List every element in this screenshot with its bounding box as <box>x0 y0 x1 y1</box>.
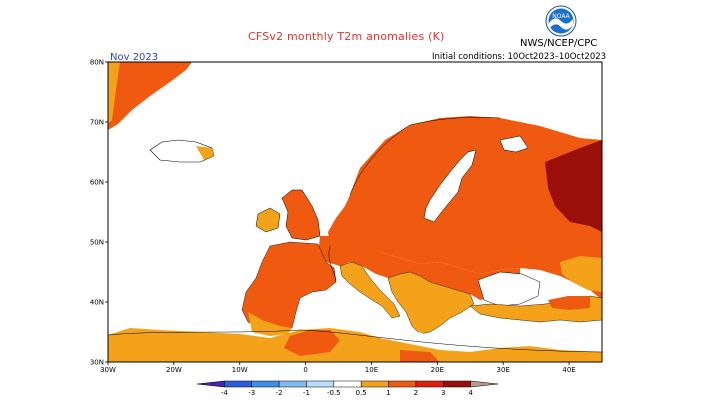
anomaly-region-france-iberia <box>241 241 337 331</box>
black-sea <box>477 271 541 307</box>
anomaly-region-russia-hot <box>545 140 602 232</box>
colorbar-swatch <box>196 380 225 388</box>
lon-tick-label: 30W <box>100 366 116 374</box>
lon-tick-label: 20E <box>431 366 444 374</box>
lon-tick-label: 30E <box>497 366 510 374</box>
colorbar-label: 3 <box>441 389 445 397</box>
coastline-layer <box>107 117 603 353</box>
anomaly-region-greenland <box>108 62 192 130</box>
anomaly-region-scandinavia <box>328 116 602 300</box>
lat-tick-label: 60N <box>90 179 104 187</box>
colorbar-label: -4 <box>221 389 229 397</box>
lat-tick-label: 40N <box>90 299 104 307</box>
colorbar-label: -1 <box>303 389 310 397</box>
anomaly-region-iceland-warm <box>196 146 214 160</box>
noaa-logo-text: NOAA <box>552 13 570 20</box>
colorbar-swatch <box>415 380 444 388</box>
lon-tick-label: 10W <box>232 366 248 374</box>
anomaly-region-turkey-coast <box>548 296 590 310</box>
noaa-logo-icon: NOAA <box>545 5 577 37</box>
lon-tick-label: 20W <box>166 366 182 374</box>
anomaly-region-iberia-south <box>248 312 292 336</box>
anomaly-region-ireland <box>255 207 281 233</box>
colorbar: -4 -3 -2 -1 -0.5 0.5 1 2 3 4 <box>196 380 499 397</box>
lat-tick-label: 30N <box>90 359 104 367</box>
initial-conditions: Initial conditions: 10Oct2023–10Oct2023 <box>432 52 607 62</box>
anomaly-region-north-africa-hot <box>284 330 340 356</box>
colorbar-swatch <box>278 380 307 388</box>
colorbar-swatch <box>251 380 280 388</box>
colorbar-swatch <box>388 380 417 388</box>
forecast-month: Nov 2023 <box>110 52 159 63</box>
colorbar-label: 0.5 <box>356 389 367 397</box>
colorbar-label: 1 <box>386 389 390 397</box>
colorbar-label: 4 <box>468 389 473 397</box>
colorbar-swatch <box>224 380 252 388</box>
lat-tick-label: 80N <box>90 59 104 67</box>
lon-tick-label: 0 <box>303 366 307 374</box>
colorbar-label: -3 <box>248 389 255 397</box>
anomaly-region-greenland-coast <box>108 62 120 124</box>
colorbar-label: -2 <box>276 389 283 397</box>
longitude-ticks: 30W 20W 10W 0 10E 20E 30E 40E <box>100 362 576 374</box>
baltic-sea <box>423 149 477 223</box>
colorbar-swatch <box>360 380 389 388</box>
mediterranean-sea <box>320 300 500 346</box>
lon-tick-label: 40E <box>562 366 575 374</box>
agency-label: NWS/NCEP/CPC <box>520 38 598 49</box>
anomaly-region-north-africa <box>108 328 602 362</box>
lat-tick-label: 50N <box>90 239 104 247</box>
colorbar-label: -0.5 <box>327 389 341 397</box>
lat-tick-label: 70N <box>90 119 104 127</box>
anomaly-region-italy <box>339 261 401 319</box>
map-frame <box>107 61 603 363</box>
colorbar-swatch <box>470 380 499 388</box>
lon-tick-label: 10E <box>365 366 378 374</box>
anomaly-fill-layer <box>108 62 603 362</box>
anomaly-region-balkans <box>387 271 475 335</box>
colorbar-swatch <box>443 380 471 388</box>
colorbar-swatch <box>333 380 362 388</box>
anomaly-region-caspian <box>560 256 602 292</box>
anomaly-region-central-europe <box>318 236 520 300</box>
colorbar-label: 2 <box>414 389 418 397</box>
map-title: CFSv2 monthly T2m anomalies (K) <box>248 30 445 43</box>
anomaly-region-egypt-hot <box>400 350 440 362</box>
colorbar-swatch <box>306 380 335 388</box>
white-sea <box>499 135 529 153</box>
latitude-ticks: 30N 40N 50N 60N 70N 80N <box>90 59 108 367</box>
